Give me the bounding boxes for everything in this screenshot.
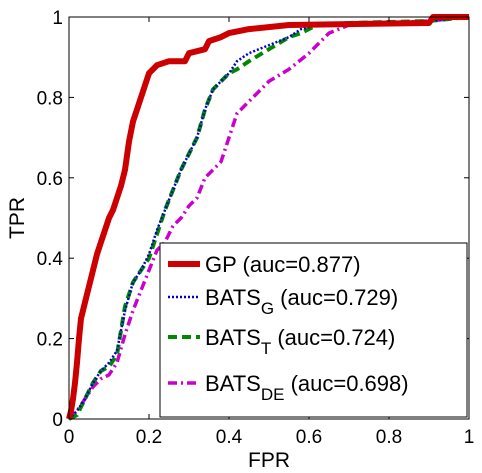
axis-ticks: 0 0.2 0.4 0.6 0.8 1 0 0.2 0.4 0.6 0.8 1 <box>37 8 475 448</box>
roc-curves <box>66 14 470 421</box>
legend-series-subscript: DE <box>261 385 285 404</box>
legend-auc-value: (auc=0.877) <box>236 252 360 277</box>
legend-entry-label: BATSG (auc=0.729) <box>205 285 398 318</box>
legend-auc-value: (auc=0.698) <box>284 371 408 396</box>
y-tick-label: 0.2 <box>37 330 63 351</box>
legend-entry-label: BATST (auc=0.724) <box>205 325 395 358</box>
legend-box <box>159 242 468 418</box>
x-axis-label: FPR <box>248 449 290 472</box>
y-axis-label: TPR <box>6 197 29 239</box>
legend-series-name: GP <box>205 252 236 277</box>
legend-series-subscript: T <box>261 339 271 358</box>
legend-series-name: BATS <box>205 325 261 350</box>
legend-entry-label: BATSDE (auc=0.698) <box>205 371 409 404</box>
legend-auc-value: (auc=0.724) <box>271 325 395 350</box>
series-line-bats-g <box>68 15 470 420</box>
legend-entry-label: GP (auc=0.877) <box>205 252 361 277</box>
x-tick-label: 0.4 <box>216 427 243 448</box>
y-tick-label: 0 <box>52 410 63 431</box>
legend-series-name: BATS <box>205 371 261 396</box>
legend-series-subscript: G <box>261 299 274 318</box>
y-tick-label: 0.8 <box>37 88 63 109</box>
x-tick-label: 0.6 <box>296 427 322 448</box>
legend-auc-value: (auc=0.729) <box>274 285 398 310</box>
y-tick-label: 1 <box>52 8 63 29</box>
y-tick-label: 0.6 <box>37 169 63 190</box>
x-tick-label: 0 <box>64 427 75 448</box>
legend-series-name: BATS <box>205 285 261 310</box>
plot-area-frame <box>68 16 470 420</box>
legend: GP (auc=0.877)BATSG (auc=0.729)BATST (au… <box>159 242 468 418</box>
series-line-bats-de <box>67 15 470 421</box>
x-tick-label: 0.2 <box>136 427 162 448</box>
x-tick-label: 0.8 <box>376 427 402 448</box>
series-line-gp <box>66 14 469 420</box>
x-tick-label: 1 <box>464 427 475 448</box>
y-tick-label: 0.4 <box>37 249 64 270</box>
